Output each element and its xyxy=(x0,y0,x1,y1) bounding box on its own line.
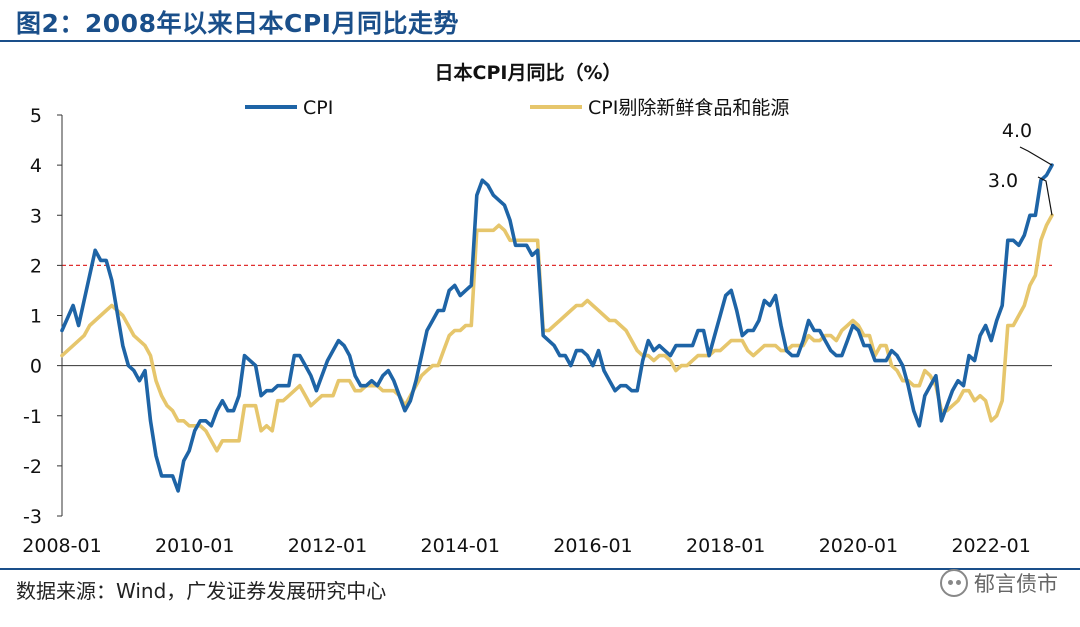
x-tick-label: 2010-01 xyxy=(155,535,234,557)
figure-title: 图2：2008年以来日本CPI月同比走势 xyxy=(16,9,459,38)
chart-title: 日本CPI月同比（%） xyxy=(435,61,622,84)
y-tick-label: 4 xyxy=(30,155,42,177)
annotation-leader xyxy=(1037,176,1053,216)
x-tick-label: 2022-01 xyxy=(951,535,1030,557)
wechat-icon xyxy=(940,569,968,597)
x-tick-label: 2008-01 xyxy=(22,535,101,557)
annotation-leader xyxy=(1019,146,1053,166)
x-tick-label: 2020-01 xyxy=(819,535,898,557)
y-tick-label: 5 xyxy=(30,105,42,127)
y-tick-label: 2 xyxy=(30,255,42,277)
y-tick-label: -3 xyxy=(23,506,42,528)
legend-label: CPI剔除新鲜食品和能源 xyxy=(588,97,789,119)
legend-label: CPI xyxy=(303,97,333,119)
watermark-label: 郁言债市 xyxy=(974,572,1058,596)
y-tick-label: -1 xyxy=(23,406,42,428)
y-tick-label: -2 xyxy=(23,456,42,478)
series-line-core-cpi xyxy=(60,213,1054,453)
x-tick-label: 2012-01 xyxy=(288,535,367,557)
y-tick-label: 0 xyxy=(30,356,42,378)
watermark: 郁言债市 xyxy=(940,568,1058,598)
y-tick-label: 1 xyxy=(30,306,42,328)
annotation-label: 4.0 xyxy=(1002,120,1032,142)
footer-rule xyxy=(0,568,1080,570)
series-line-cpi xyxy=(60,163,1054,493)
y-tick-label: 3 xyxy=(30,205,42,227)
cpi-line-chart: 日本CPI月同比（%） 5 4 3 2 1 0 -1 -2 -3 2008-01 2010-01 20… xyxy=(22,61,1054,557)
source-note: 数据来源：Wind，广发证券发展研究中心 xyxy=(16,579,387,603)
x-tick-label: 2018-01 xyxy=(686,535,765,557)
annotation-label: 3.0 xyxy=(988,170,1018,192)
x-tick-label: 2016-01 xyxy=(553,535,632,557)
title-rule xyxy=(0,40,1080,42)
x-tick-label: 2014-01 xyxy=(421,535,500,557)
